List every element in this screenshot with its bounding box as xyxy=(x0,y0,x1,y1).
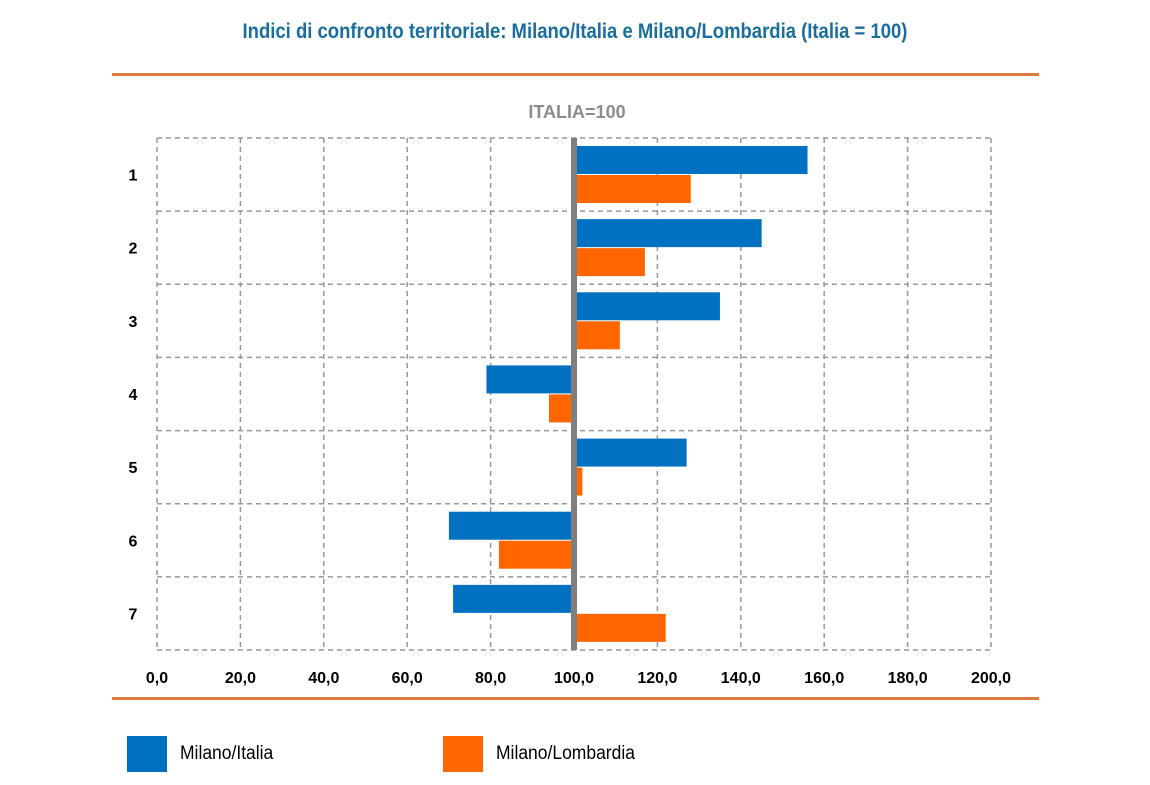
x-tick-label: 80,0 xyxy=(475,670,506,687)
bar-milano-lombardia-7 xyxy=(574,613,666,642)
bar-milano-lombardia-1 xyxy=(574,175,691,203)
bar-milano-lombardia-2 xyxy=(574,248,645,277)
category-label: 1 xyxy=(129,168,138,185)
bar-milano-lombardia-3 xyxy=(574,321,620,350)
bar-milano-italia-3 xyxy=(574,292,720,321)
legend-label-milano-lombardia: Milano/Lombardia xyxy=(496,743,635,764)
category-label: 5 xyxy=(129,460,138,477)
x-tick-label: 120,0 xyxy=(637,670,677,687)
x-tick-label: 100,0 xyxy=(554,670,594,687)
category-label: 7 xyxy=(129,606,138,623)
bar-milano-lombardia-5 xyxy=(574,467,583,496)
category-label: 4 xyxy=(129,387,138,404)
bar-milano-lombardia-6 xyxy=(498,540,574,569)
bar-milano-italia-1 xyxy=(574,146,808,174)
bar-milano-italia-7 xyxy=(453,584,574,613)
bar-milano-italia-2 xyxy=(574,219,762,248)
bar-milano-italia-4 xyxy=(486,365,574,394)
chart-title: Indici di confronto territoriale: Milano… xyxy=(242,20,908,43)
bar-milano-italia-6 xyxy=(448,511,574,540)
legend-item-milano-lombardia: Milano/Lombardia xyxy=(443,736,647,772)
x-tick-label: 40,0 xyxy=(308,670,339,687)
legend-label-milano-italia: Milano/Italia xyxy=(180,743,274,764)
category-label: 3 xyxy=(129,314,138,331)
bottom-rule xyxy=(112,697,1039,700)
reference-label: ITALIA=100 xyxy=(528,102,625,122)
x-tick-label: 140,0 xyxy=(721,670,761,687)
x-tick-label: 180,0 xyxy=(888,670,928,687)
x-tick-label: 20,0 xyxy=(225,670,256,687)
category-label: 2 xyxy=(129,241,138,258)
x-tick-label: 60,0 xyxy=(392,670,423,687)
bar-milano-lombardia-4 xyxy=(548,394,574,423)
legend-swatch-milano-lombardia xyxy=(443,736,483,772)
top-rule xyxy=(112,73,1039,76)
x-tick-label: 0,0 xyxy=(146,670,168,687)
legend-swatch-milano-italia xyxy=(127,736,167,772)
x-tick-label: 160,0 xyxy=(804,670,844,687)
bar-milano-italia-5 xyxy=(574,438,687,467)
legend-item-milano-italia: Milano/Italia xyxy=(127,736,281,772)
category-label: 6 xyxy=(129,533,138,550)
x-tick-label: 200,0 xyxy=(971,670,1011,687)
